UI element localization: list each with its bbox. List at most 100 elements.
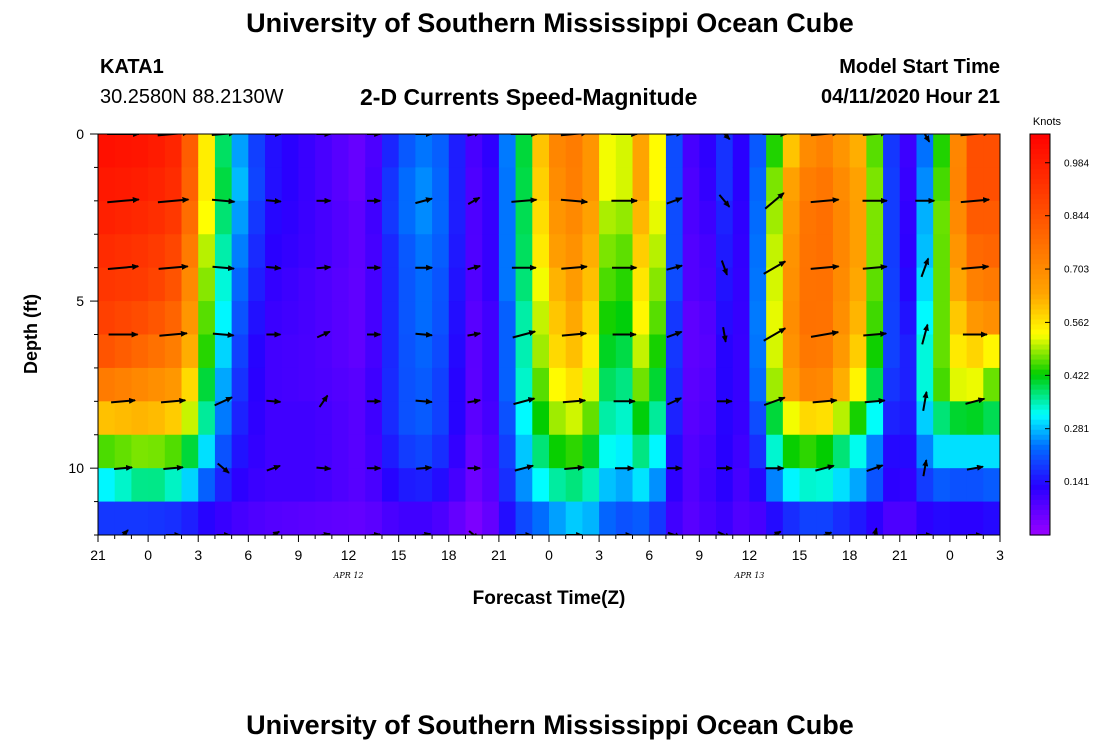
colorbar-segment (1030, 329, 1050, 336)
heatmap-cell (883, 501, 901, 535)
current-vector (961, 264, 990, 271)
heatmap-cell (198, 167, 216, 202)
colorbar-segment (1030, 179, 1050, 185)
heatmap-cell (949, 401, 968, 436)
heatmap-cell (966, 200, 984, 235)
heatmap-cell (498, 401, 517, 436)
heatmap-cell (148, 468, 166, 503)
heatmap-cell (198, 367, 216, 402)
colorbar-segment (1030, 229, 1050, 235)
heatmap-cell (799, 401, 817, 436)
heatmap-cell (949, 301, 968, 336)
colorbar-segment (1030, 354, 1050, 361)
heatmap-cell (148, 501, 166, 535)
heatmap-cell (465, 267, 483, 302)
heatmap-cell (849, 167, 867, 202)
current-vector (666, 197, 683, 205)
heatmap-cell (114, 267, 132, 302)
heatmap-cell (515, 301, 533, 336)
colorbar-segment (1030, 429, 1050, 436)
heatmap-cell (131, 301, 149, 336)
heatmap-cell (448, 367, 467, 402)
heatmap-cell (949, 134, 968, 169)
heatmap-cell (281, 434, 300, 469)
heatmap-cell (816, 267, 834, 302)
colorbar-segment (1030, 319, 1050, 326)
heatmap-cell (515, 401, 533, 436)
heatmap-cell (448, 267, 467, 302)
heatmap-cell (749, 167, 767, 202)
heatmap-cell (148, 434, 166, 469)
heatmap-cell (983, 367, 1000, 402)
heatmap-cell (365, 367, 383, 402)
heatmap-cell (832, 501, 851, 535)
heatmap-cell (432, 167, 450, 202)
heatmap-cell (849, 267, 867, 302)
current-vector (114, 464, 133, 471)
heatmap-cell (699, 134, 717, 169)
colorbar-segment (1030, 169, 1050, 175)
heatmap-cell (331, 267, 350, 302)
heatmap-cell (298, 468, 316, 503)
heatmap-cell (832, 334, 851, 369)
colorbar-segment (1030, 224, 1050, 230)
date-label: APR 13 (733, 571, 764, 580)
heatmap-cell (181, 234, 199, 269)
colorbar-segment (1030, 279, 1050, 285)
colorbar-tick-label: 0.141 (1064, 477, 1089, 488)
heatmap-cell (632, 367, 650, 402)
heatmap-cell (482, 167, 500, 202)
heatmap-cell (515, 434, 533, 469)
heatmap-cell (632, 401, 650, 436)
heatmap-cell (498, 267, 517, 302)
x-tick-label: 18 (441, 547, 457, 563)
colorbar-segment (1030, 404, 1050, 411)
heatmap-cell (949, 334, 968, 369)
current-vector (467, 134, 482, 137)
heatmap-cell (849, 468, 867, 503)
colorbar-segment (1030, 379, 1050, 386)
current-vector (764, 192, 785, 210)
heatmap-cell (432, 334, 450, 369)
heatmap-cell (415, 401, 433, 436)
colorbar-segment (1030, 254, 1050, 260)
heatmap-cell (114, 301, 132, 336)
heatmap-cell (348, 468, 366, 503)
heatmap-cell (532, 134, 550, 169)
colorbar-segment (1030, 209, 1050, 215)
heatmap-cell (766, 401, 784, 436)
heatmap-cell (832, 468, 851, 503)
heatmap-cell (215, 535, 232, 569)
colorbar-segment (1030, 494, 1050, 501)
heatmap-cell (415, 367, 433, 402)
current-vector (415, 197, 433, 205)
heatmap-cell (666, 535, 683, 569)
heatmap-cell (198, 334, 216, 369)
heatmap-cell (365, 501, 383, 535)
current-vector (722, 134, 731, 141)
colorbar-segment (1030, 144, 1050, 150)
heatmap-cell (866, 301, 884, 336)
current-vector (159, 330, 188, 337)
heatmap-cell (164, 334, 183, 369)
colorbar-segment (1030, 299, 1050, 306)
heatmap-cell (649, 134, 667, 169)
heatmap-cell (248, 434, 266, 469)
heatmap-cell (582, 334, 600, 369)
heatmap-cell (949, 234, 968, 269)
heatmap-cell (732, 501, 751, 535)
current-vector (467, 331, 482, 338)
heatmap-cell (699, 200, 717, 235)
heatmap-cell (248, 167, 266, 202)
heatmap-cell (565, 501, 583, 535)
colorbar-segment (1030, 164, 1050, 170)
heatmap-cell (231, 200, 249, 235)
heatmap-cell (498, 334, 517, 369)
heatmap-cell (265, 334, 283, 369)
current-vector (772, 530, 782, 535)
heatmap-cell (866, 334, 884, 369)
heatmap-cell (415, 434, 433, 469)
heatmap-cell (281, 401, 300, 436)
heatmap-cell (381, 434, 400, 469)
heatmap-cell (599, 367, 617, 402)
